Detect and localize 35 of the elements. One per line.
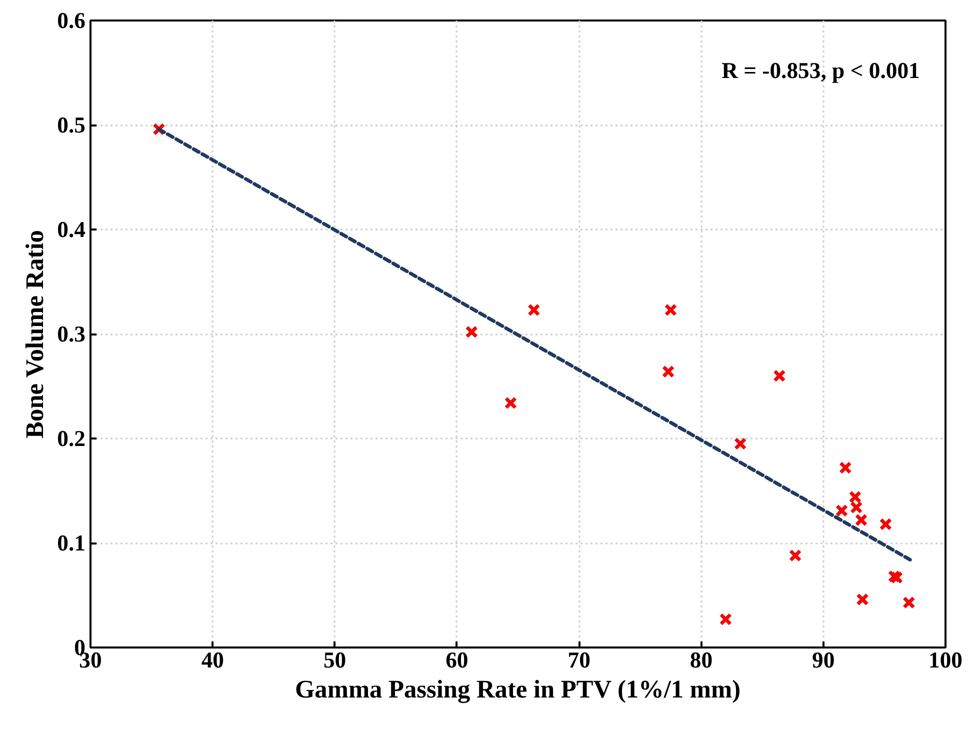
x-axis-title: Gamma Passing Rate in PTV (1%/1 mm) <box>294 676 741 704</box>
point <box>902 596 916 609</box>
point <box>773 369 786 382</box>
y-tick-label: 0.5 <box>57 112 86 138</box>
x-tick-label: 40 <box>201 648 224 672</box>
point <box>504 396 518 410</box>
point <box>879 518 892 531</box>
point <box>838 461 852 474</box>
point <box>848 490 862 504</box>
x-tick-label: 100 <box>928 648 962 672</box>
x-tick-label: 70 <box>568 648 590 672</box>
point <box>528 304 540 316</box>
point <box>664 304 678 316</box>
point <box>734 437 747 450</box>
point <box>856 593 869 606</box>
point <box>465 326 478 338</box>
point <box>850 501 863 514</box>
y-tick-label: 0.1 <box>57 530 86 556</box>
x-tick-label: 60 <box>446 648 468 672</box>
y-axis-title: Bone Volume Ratio <box>21 230 50 438</box>
point <box>854 514 868 526</box>
point <box>890 571 903 584</box>
point <box>835 504 848 517</box>
x-tick-label: 90 <box>812 648 835 672</box>
point <box>719 612 732 626</box>
x-tick-label: 80 <box>690 648 713 672</box>
annotation: R = -0.853, p < 0.001 <box>722 58 920 84</box>
y-tick-label: 0.6 <box>57 8 86 33</box>
y-tick-label: 0.3 <box>57 322 86 346</box>
y-tick-label: 0.2 <box>57 426 86 451</box>
x-tick-label: 50 <box>323 648 346 672</box>
point <box>662 365 675 378</box>
y-tick-label: 0.4 <box>57 217 86 242</box>
point <box>888 570 901 583</box>
point <box>788 549 802 562</box>
